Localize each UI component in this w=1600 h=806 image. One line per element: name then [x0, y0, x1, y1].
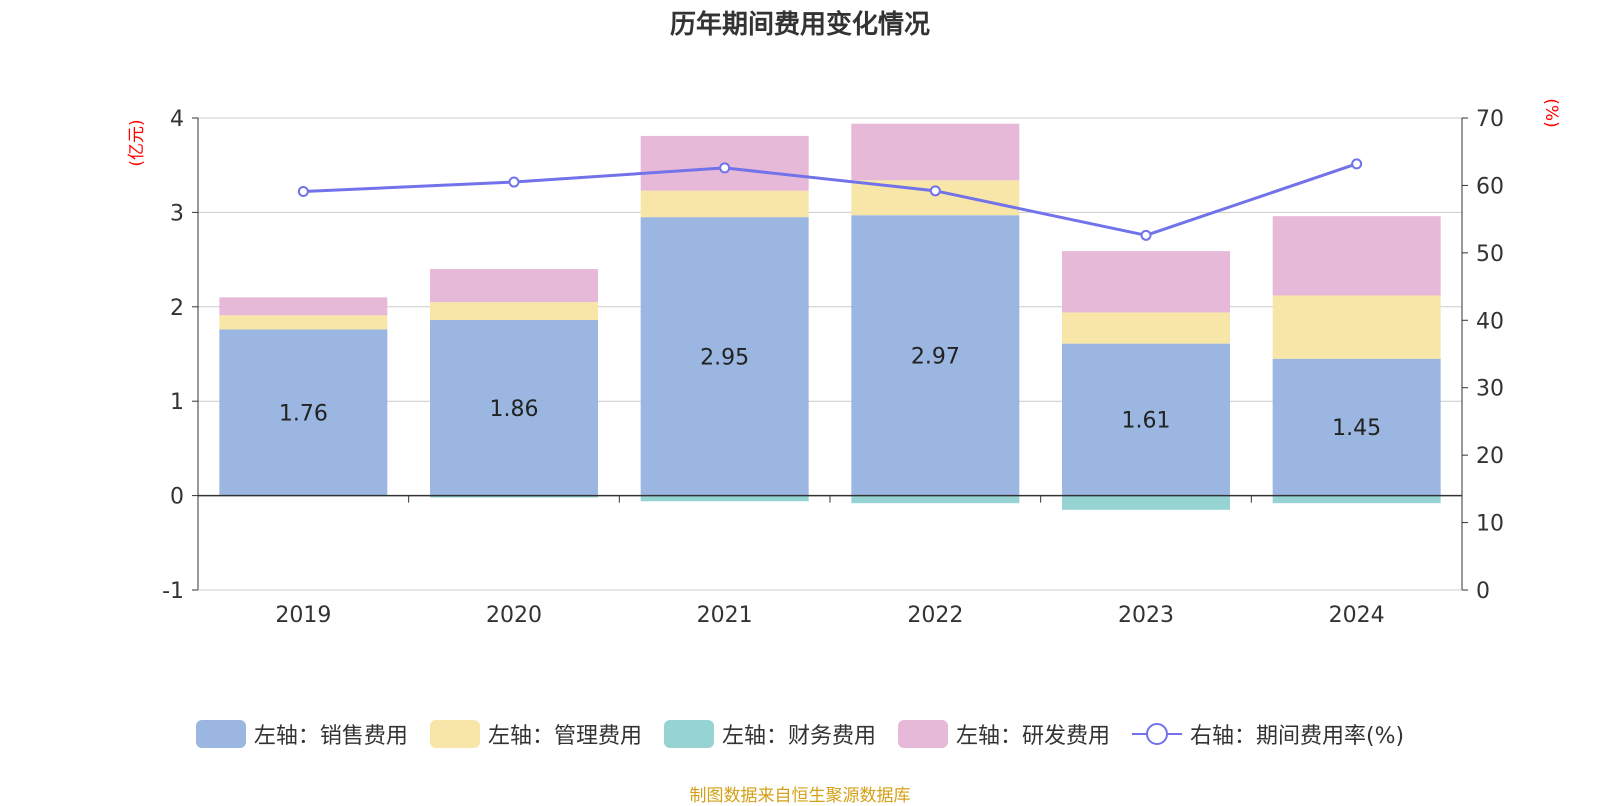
y-right-tick-label: 10 [1476, 512, 1504, 537]
x-tick-label: 2024 [1329, 603, 1385, 628]
x-tick-label: 2021 [697, 603, 753, 628]
x-tick-label: 2019 [275, 603, 331, 628]
y-left-tick-label: -1 [162, 579, 184, 604]
legend-item-sales[interactable]: 左轴：销售费用 [195, 718, 408, 750]
bar-rd [219, 297, 388, 316]
y-left-axis-label: (亿元) [127, 119, 147, 166]
x-tick-label: 2022 [907, 603, 963, 628]
data-label: 1.86 [490, 397, 539, 422]
rate-point [1351, 158, 1363, 170]
bar-rd [430, 269, 598, 303]
bar-sales [640, 217, 809, 496]
bar-admin [1272, 295, 1441, 359]
data-label: 2.97 [911, 344, 960, 369]
legend-label-rd: 左轴：研发费用 [955, 724, 1110, 749]
data-label: 2.95 [700, 345, 749, 370]
bar-rd [1062, 251, 1230, 313]
y-left-tick-label: 3 [170, 201, 184, 226]
chart-title: 历年期间费用变化情况 [669, 10, 930, 40]
bar-rd [851, 123, 1020, 181]
bar-admin [219, 315, 388, 330]
legend-item-finance[interactable]: 左轴：财务费用 [663, 718, 876, 750]
y-right-tick-label: 50 [1476, 242, 1504, 267]
rate-line [303, 162, 1358, 237]
source-note: 制图数据来自恒生聚源数据库 [689, 786, 911, 806]
bar-sales [219, 329, 388, 496]
y-left-tick-label: 1 [170, 390, 184, 415]
rate-point [719, 162, 731, 174]
y-right-tick-label: 20 [1476, 444, 1504, 469]
bar-admin [430, 302, 598, 321]
legend-label-finance: 左轴：财务费用 [721, 724, 876, 749]
bar-finance [1062, 495, 1230, 510]
rate-point [1140, 229, 1152, 241]
x-tick-label: 2023 [1118, 603, 1174, 628]
bar-sales [1062, 343, 1230, 496]
y-left-tick-label: 4 [170, 107, 184, 132]
chart-canvas: -1 0 1 2 3 4 (亿元) 0 10 20 30 40 50 60 70 (%) 2019 2020 202… [127, 98, 1561, 628]
legend-label-rate: 右轴：期间费用率(%) [1189, 724, 1405, 749]
bar-finance [640, 495, 809, 502]
y-right-tick-label: 70 [1476, 107, 1504, 132]
legend-swatch-rate [1131, 723, 1182, 745]
data-label: 1.61 [1122, 409, 1171, 434]
legend-swatch-admin [429, 720, 480, 748]
rate-point [929, 185, 941, 197]
rate-point [508, 176, 520, 188]
bar-finance [1272, 495, 1441, 504]
y-right-axis-label: (%) [1541, 98, 1561, 127]
bar-finance [851, 495, 1020, 504]
bar-sales [430, 320, 598, 496]
legend-item-admin[interactable]: 左轴：管理费用 [429, 718, 642, 750]
bar-sales [1272, 358, 1441, 496]
bar-rd [1272, 216, 1441, 296]
data-label: 1.45 [1332, 416, 1381, 441]
bar-admin [1062, 312, 1230, 344]
legend: 左轴：销售费用 左轴：管理费用 左轴：财务费用 左轴：研发费用 右轴：期间费用率… [0, 718, 1600, 750]
x-tick-label: 2020 [486, 603, 542, 628]
y-right-tick-label: 0 [1476, 579, 1490, 604]
legend-item-rate[interactable]: 右轴：期间费用率(%) [1131, 718, 1405, 750]
legend-label-sales: 左轴：销售费用 [253, 724, 408, 749]
y-left-tick-label: 2 [170, 296, 184, 321]
data-label: 1.76 [279, 402, 328, 427]
legend-swatch-rd [897, 720, 948, 748]
legend-label-admin: 左轴：管理费用 [487, 724, 642, 749]
y-left-tick-label: 0 [170, 485, 184, 510]
bar-sales [851, 215, 1020, 496]
y-right-tick-label: 40 [1476, 309, 1504, 334]
legend-swatch-sales [195, 720, 246, 748]
y-right-tick-label: 30 [1476, 377, 1504, 402]
legend-item-rd[interactable]: 左轴：研发费用 [897, 718, 1110, 750]
rate-point [297, 185, 309, 197]
y-right-tick-label: 60 [1476, 174, 1504, 199]
legend-swatch-finance [663, 720, 714, 748]
bar-finance [430, 495, 598, 498]
bar-admin [640, 190, 809, 218]
